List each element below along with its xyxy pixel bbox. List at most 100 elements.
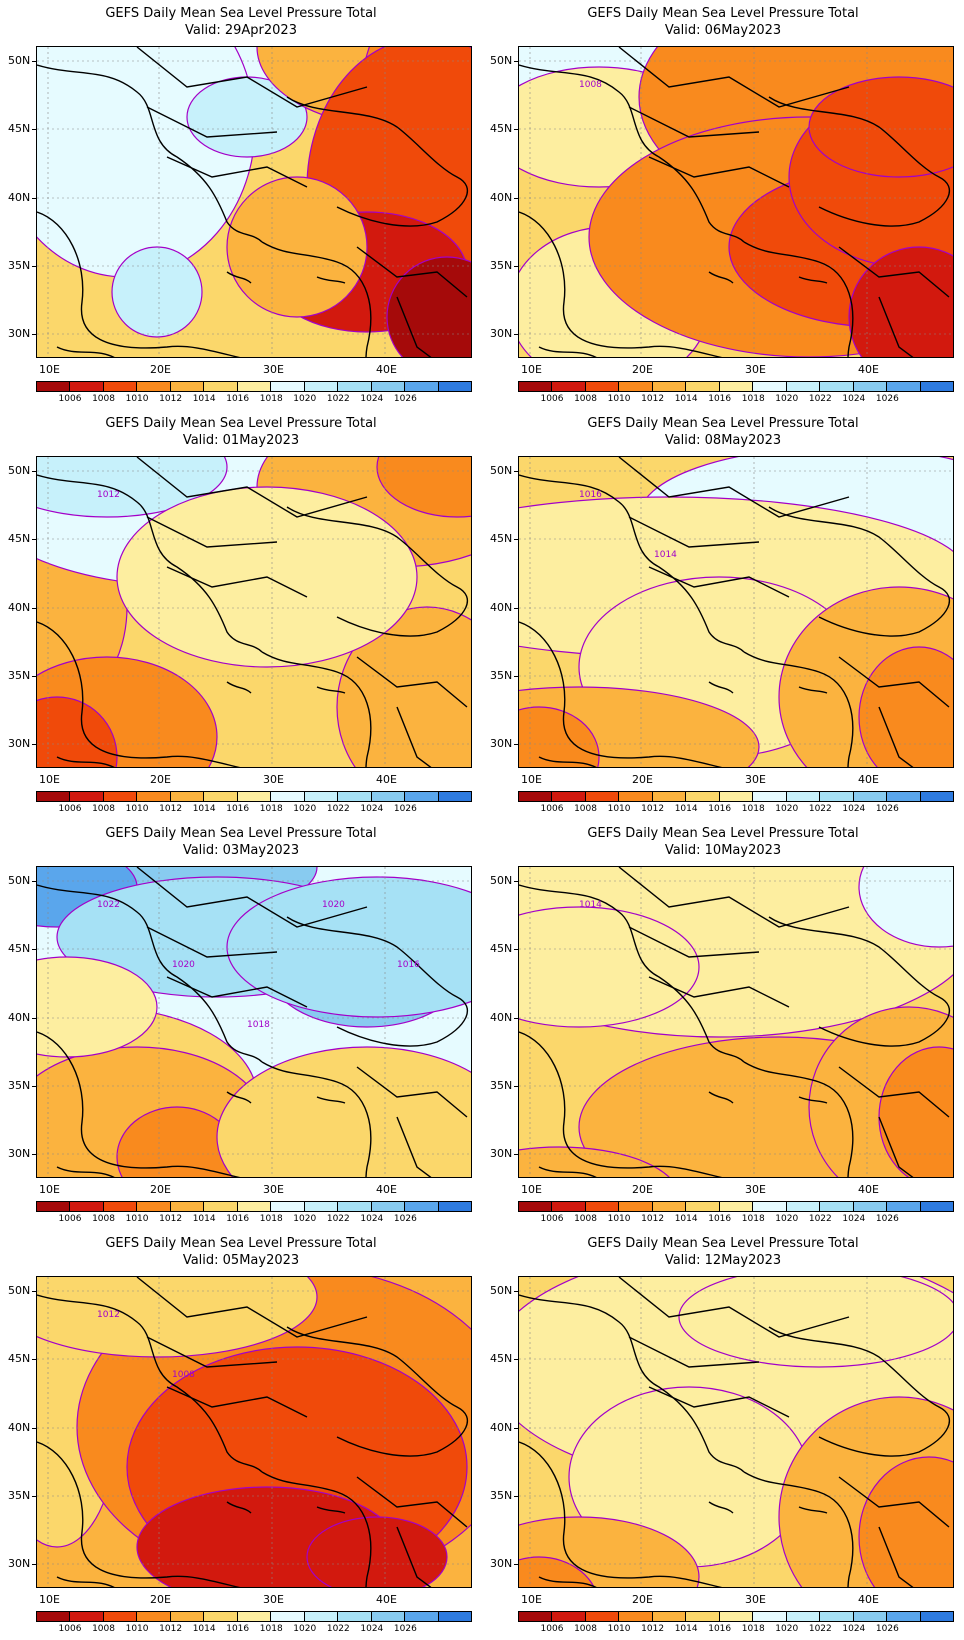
- pressure-field-svg: 1016 1014: [519, 457, 953, 767]
- colorbar-segment: [585, 1612, 620, 1621]
- coastline: [356, 246, 468, 298]
- colorbar-label: 1008: [92, 1214, 115, 1224]
- latitude-label: 40N: [490, 601, 513, 614]
- latitude-label: 50N: [8, 464, 31, 477]
- colorbar-segment: [405, 1612, 439, 1621]
- latitude-tick: [32, 949, 36, 950]
- colorbar-label: 1008: [92, 394, 115, 404]
- colorbar-label: 1012: [641, 394, 665, 404]
- longitude-label: 20E: [632, 1593, 653, 1606]
- coastline: [37, 621, 241, 767]
- colorbar-segment: [338, 1202, 372, 1211]
- panel-title: GEFS Daily Mean Sea Level Pressure Total: [587, 826, 859, 841]
- latitude-tick: [514, 1428, 518, 1429]
- colorbar-label: 1006: [58, 1624, 82, 1634]
- contour-label: 1016: [397, 960, 420, 970]
- latitude-label: 30N: [8, 1147, 31, 1160]
- coastline: [166, 976, 308, 1008]
- longitude-label: 20E: [150, 363, 171, 376]
- colorbar-label: 1010: [607, 804, 631, 814]
- latitude-tick: [32, 334, 36, 335]
- colorbar-segment: [686, 792, 720, 801]
- colorbar-label: 1018: [741, 394, 765, 404]
- pressure-contour-region: [226, 876, 471, 1018]
- colorbar: [518, 1611, 954, 1622]
- colorbar-label: 1020: [293, 804, 317, 814]
- coastline: [538, 1166, 597, 1177]
- colorbar: [518, 791, 954, 802]
- colorbar-label: 1012: [159, 1624, 183, 1634]
- colorbar-label: 1010: [125, 394, 149, 404]
- longitude-label: 40E: [376, 1183, 397, 1196]
- colorbar-segment: [338, 792, 372, 801]
- colorbar-segment: [371, 1612, 406, 1621]
- contour-label: 1008: [579, 80, 602, 90]
- colorbar-segment: [585, 792, 620, 801]
- latitude-label: 45N: [8, 532, 31, 545]
- colorbar-label: 1024: [360, 804, 384, 814]
- colorbar-label: 1022: [326, 804, 350, 814]
- colorbar-label: 1026: [393, 1624, 417, 1634]
- colorbar-label: 1016: [708, 1624, 732, 1634]
- pressure-contour-region: [111, 246, 203, 338]
- colorbar-segment: [686, 382, 720, 391]
- coastline: [37, 1031, 241, 1177]
- pressure-contour-region: [678, 1277, 953, 1368]
- coastline: [316, 276, 346, 284]
- colorbar-segment: [753, 1612, 787, 1621]
- colorbar-segment: [887, 382, 921, 391]
- coastline: [708, 1501, 734, 1514]
- latitude-label: 40N: [490, 191, 513, 204]
- latitude-tick: [32, 1564, 36, 1565]
- coastline: [743, 241, 854, 357]
- latitude-label: 50N: [8, 874, 31, 887]
- colorbar-segment: [786, 792, 821, 801]
- map-panel: GEFS Daily Mean Sea Level Pressure Total…: [0, 1230, 482, 1640]
- longitude-label: 10E: [39, 1593, 60, 1606]
- longitude-label: 10E: [39, 363, 60, 376]
- pressure-contour-region: [858, 867, 953, 948]
- latitude-label: 50N: [8, 54, 31, 67]
- coastline: [648, 976, 790, 1008]
- latitude-label: 45N: [490, 942, 513, 955]
- longitude-label: 20E: [632, 1183, 653, 1196]
- coastline: [708, 681, 734, 694]
- coastline: [286, 96, 469, 227]
- latitude-tick: [32, 744, 36, 745]
- longitude-label: 40E: [858, 773, 879, 786]
- colorbar-label: 1014: [674, 394, 698, 404]
- latitude-tick: [514, 266, 518, 267]
- colorbar-label: 1012: [641, 1624, 665, 1634]
- coastline: [743, 1061, 854, 1177]
- colorbar-label: 1010: [125, 1214, 149, 1224]
- colorbar-segment: [552, 1612, 586, 1621]
- latitude-label: 30N: [8, 1557, 31, 1570]
- panel-title: GEFS Daily Mean Sea Level Pressure Total: [105, 416, 377, 431]
- latitude-tick: [514, 949, 518, 950]
- colorbar-segment: [820, 1612, 854, 1621]
- colorbar-segment: [70, 1202, 104, 1211]
- coastline: [798, 276, 828, 284]
- colorbar-segment: [753, 382, 787, 391]
- latitude-tick: [514, 744, 518, 745]
- colorbar-label: 1006: [540, 394, 564, 404]
- colorbar-segment: [204, 382, 238, 391]
- latitude-label: 30N: [490, 737, 513, 750]
- colorbar-label: 1014: [192, 804, 216, 814]
- coastline: [519, 474, 745, 653]
- longitude-label: 30E: [745, 1183, 766, 1196]
- coastline: [519, 1441, 723, 1587]
- pressure-contour-region: [226, 176, 368, 318]
- longitude-label: 40E: [376, 1593, 397, 1606]
- coastline: [838, 246, 950, 298]
- colorbar-label: 1022: [808, 804, 832, 814]
- colorbar-label: 1012: [641, 1214, 665, 1224]
- coastline: [146, 926, 278, 958]
- contour-label: 1012: [97, 1310, 120, 1320]
- coastline: [261, 1061, 372, 1177]
- colorbar-segment: [820, 792, 854, 801]
- colorbar-segment: [920, 1612, 954, 1621]
- latitude-tick: [32, 539, 36, 540]
- latitude-label: 30N: [8, 737, 31, 750]
- colorbar-segment: [853, 1612, 888, 1621]
